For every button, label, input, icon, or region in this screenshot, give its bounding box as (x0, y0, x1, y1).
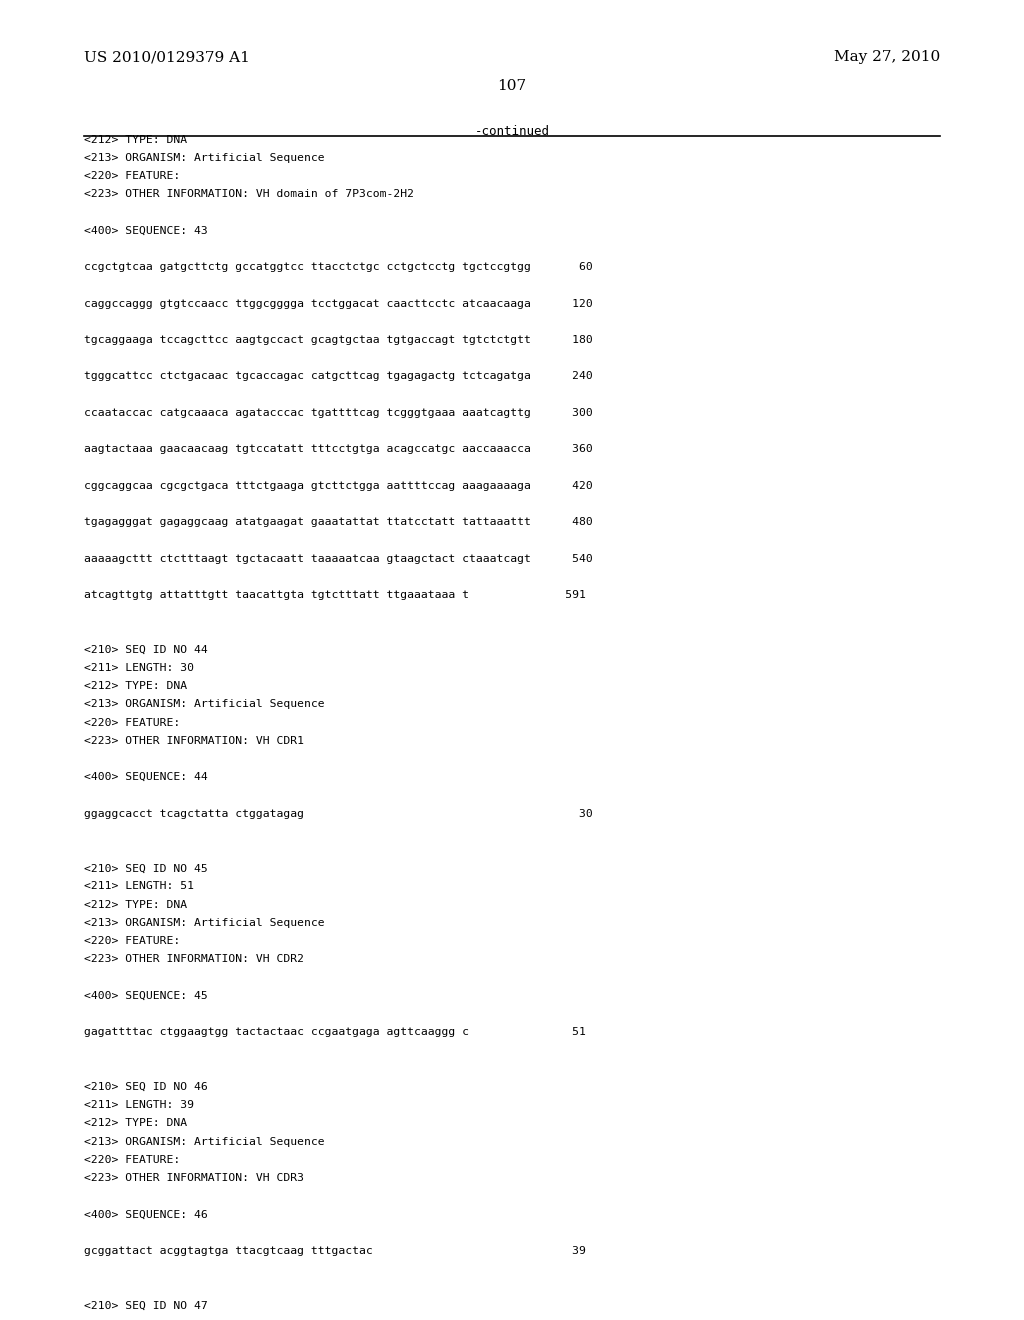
Text: aagtactaaa gaacaacaag tgtccatatt tttcctgtga acagccatgc aaccaaacca      360: aagtactaaa gaacaacaag tgtccatatt tttcctg… (84, 445, 593, 454)
Text: <210> SEQ ID NO 44: <210> SEQ ID NO 44 (84, 644, 208, 655)
Text: <210> SEQ ID NO 46: <210> SEQ ID NO 46 (84, 1082, 208, 1092)
Text: <400> SEQUENCE: 43: <400> SEQUENCE: 43 (84, 226, 208, 236)
Text: <220> FEATURE:: <220> FEATURE: (84, 936, 180, 946)
Text: <220> FEATURE:: <220> FEATURE: (84, 1155, 180, 1164)
Text: <220> FEATURE:: <220> FEATURE: (84, 718, 180, 727)
Text: <400> SEQUENCE: 46: <400> SEQUENCE: 46 (84, 1209, 208, 1220)
Text: aaaaagcttt ctctttaagt tgctacaatt taaaaatcaa gtaagctact ctaaatcagt      540: aaaaagcttt ctctttaagt tgctacaatt taaaaat… (84, 553, 593, 564)
Text: 107: 107 (498, 79, 526, 94)
Text: tgagagggat gagaggcaag atatgaagat gaaatattat ttatcctatt tattaaattt      480: tgagagggat gagaggcaag atatgaagat gaaatat… (84, 517, 593, 527)
Text: <213> ORGANISM: Artificial Sequence: <213> ORGANISM: Artificial Sequence (84, 153, 325, 162)
Text: <210> SEQ ID NO 45: <210> SEQ ID NO 45 (84, 863, 208, 874)
Text: atcagttgtg attatttgtt taacattgta tgtctttatt ttgaaataaa t              591: atcagttgtg attatttgtt taacattgta tgtcttt… (84, 590, 586, 601)
Text: <213> ORGANISM: Artificial Sequence: <213> ORGANISM: Artificial Sequence (84, 1137, 325, 1147)
Text: <400> SEQUENCE: 44: <400> SEQUENCE: 44 (84, 772, 208, 783)
Text: US 2010/0129379 A1: US 2010/0129379 A1 (84, 50, 250, 65)
Text: ccgctgtcaa gatgcttctg gccatggtcc ttacctctgc cctgctcctg tgctccgtgg       60: ccgctgtcaa gatgcttctg gccatggtcc ttacctc… (84, 263, 593, 272)
Text: gagattttac ctggaagtgg tactactaac ccgaatgaga agttcaaggg c               51: gagattttac ctggaagtgg tactactaac ccgaatg… (84, 1027, 586, 1038)
Text: <213> ORGANISM: Artificial Sequence: <213> ORGANISM: Artificial Sequence (84, 917, 325, 928)
Text: <211> LENGTH: 30: <211> LENGTH: 30 (84, 663, 194, 673)
Text: <211> LENGTH: 51: <211> LENGTH: 51 (84, 882, 194, 891)
Text: <212> TYPE: DNA: <212> TYPE: DNA (84, 1118, 187, 1129)
Text: ccaataccac catgcaaaca agatacccac tgattttcag tcgggtgaaa aaatcagttg      300: ccaataccac catgcaaaca agatacccac tgatttt… (84, 408, 593, 418)
Text: <223> OTHER INFORMATION: VH CDR2: <223> OTHER INFORMATION: VH CDR2 (84, 954, 304, 965)
Text: <220> FEATURE:: <220> FEATURE: (84, 172, 180, 181)
Text: tgggcattcc ctctgacaac tgcaccagac catgcttcag tgagagactg tctcagatga      240: tgggcattcc ctctgacaac tgcaccagac catgctt… (84, 371, 593, 381)
Text: <213> ORGANISM: Artificial Sequence: <213> ORGANISM: Artificial Sequence (84, 700, 325, 709)
Text: gcggattact acggtagtga ttacgtcaag tttgactac                             39: gcggattact acggtagtga ttacgtcaag tttgact… (84, 1246, 586, 1255)
Text: <223> OTHER INFORMATION: VH CDR3: <223> OTHER INFORMATION: VH CDR3 (84, 1173, 304, 1183)
Text: tgcaggaaga tccagcttcc aagtgccact gcagtgctaa tgtgaccagt tgtctctgtt      180: tgcaggaaga tccagcttcc aagtgccact gcagtgc… (84, 335, 593, 345)
Text: <212> TYPE: DNA: <212> TYPE: DNA (84, 135, 187, 145)
Text: <211> LENGTH: 39: <211> LENGTH: 39 (84, 1100, 194, 1110)
Text: -continued: -continued (474, 125, 550, 139)
Text: <400> SEQUENCE: 45: <400> SEQUENCE: 45 (84, 991, 208, 1001)
Text: <223> OTHER INFORMATION: VH domain of 7P3com-2H2: <223> OTHER INFORMATION: VH domain of 7P… (84, 189, 414, 199)
Text: ggaggcacct tcagctatta ctggatagag                                        30: ggaggcacct tcagctatta ctggatagag 30 (84, 809, 593, 818)
Text: <210> SEQ ID NO 47: <210> SEQ ID NO 47 (84, 1300, 208, 1311)
Text: caggccaggg gtgtccaacc ttggcgggga tcctggacat caacttcctc atcaacaaga      120: caggccaggg gtgtccaacc ttggcgggga tcctgga… (84, 298, 593, 309)
Text: <223> OTHER INFORMATION: VH CDR1: <223> OTHER INFORMATION: VH CDR1 (84, 735, 304, 746)
Text: <212> TYPE: DNA: <212> TYPE: DNA (84, 681, 187, 692)
Text: cggcaggcaa cgcgctgaca tttctgaaga gtcttctgga aattttccag aaagaaaaga      420: cggcaggcaa cgcgctgaca tttctgaaga gtcttct… (84, 480, 593, 491)
Text: May 27, 2010: May 27, 2010 (834, 50, 940, 65)
Text: <212> TYPE: DNA: <212> TYPE: DNA (84, 900, 187, 909)
